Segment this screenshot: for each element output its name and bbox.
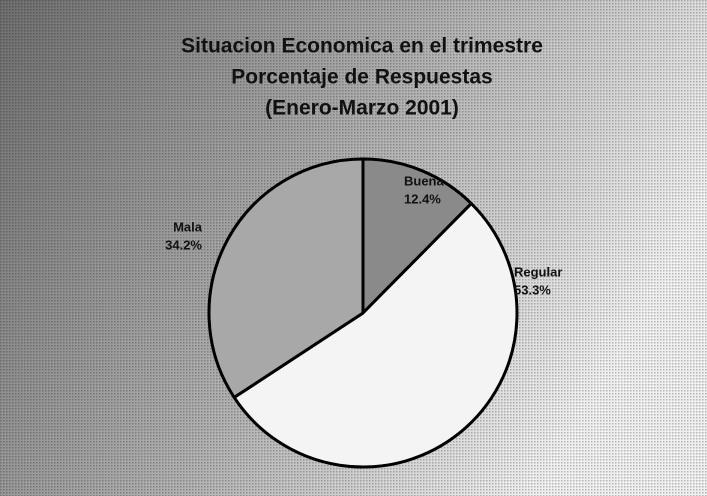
slice-value-label: 34.2% bbox=[165, 237, 202, 252]
slice-value-label: 12.4% bbox=[404, 191, 441, 206]
slice-value-label: 53.3% bbox=[514, 282, 551, 297]
chart-title: (Enero-Marzo 2001) bbox=[265, 97, 459, 120]
slice-label: Buena bbox=[404, 173, 445, 188]
pie-slice bbox=[361, 157, 473, 315]
slice-label: Mala bbox=[173, 219, 203, 234]
pie-slice bbox=[232, 202, 519, 469]
chart-title: Porcentaje de Respuestas bbox=[231, 66, 492, 89]
pie-slice bbox=[207, 157, 365, 399]
slice-label: Regular bbox=[514, 264, 562, 279]
chart-title: Situacion Economica en el trimestre bbox=[181, 35, 543, 58]
